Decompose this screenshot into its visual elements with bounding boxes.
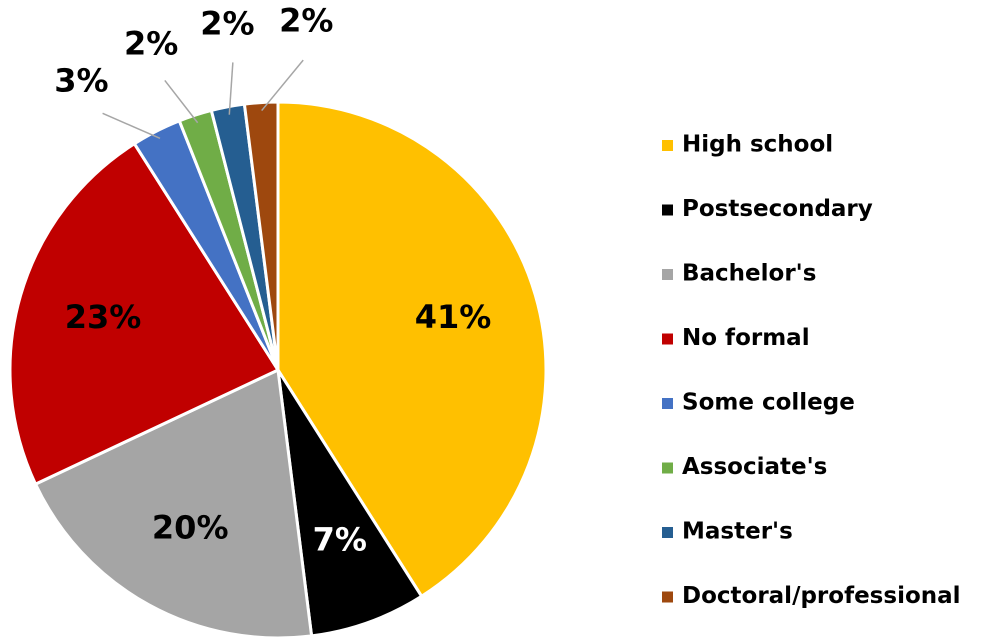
legend-swatch: [662, 204, 673, 216]
data-label: 41%: [415, 298, 492, 336]
legend-label: Master's: [682, 519, 793, 545]
legend-label: Postsecondary: [682, 196, 873, 222]
leader-line: [164, 79, 199, 124]
legend-label: High school: [682, 132, 833, 158]
legend-swatch: [662, 527, 673, 538]
data-label: 23%: [65, 298, 142, 336]
data-label: 3%: [54, 61, 108, 99]
data-label: 7%: [313, 520, 367, 558]
legend-swatch: [662, 398, 673, 409]
legend-label: No formal: [682, 325, 810, 351]
legend-swatch: [662, 269, 673, 280]
legend-label: Bachelor's: [682, 261, 816, 287]
data-label: 20%: [152, 509, 229, 547]
legend-swatch: [662, 333, 673, 345]
data-label: 2%: [200, 4, 254, 42]
legend-label: Some college: [682, 390, 855, 416]
pie-slice: [8, 141, 281, 487]
legend-label: Associate's: [682, 454, 827, 480]
legend-swatch: [662, 140, 673, 151]
legend-swatch: [662, 591, 673, 603]
pie-slice: [242, 100, 280, 371]
leader-line: [228, 62, 234, 115]
legend-label: Doctoral/professional: [682, 583, 961, 609]
pie-slice: [276, 100, 548, 599]
data-label: 2%: [279, 2, 333, 40]
legend-swatch: [662, 462, 673, 474]
leader-line: [261, 59, 304, 112]
leader-line: [102, 112, 161, 140]
pie-slice: [276, 369, 424, 638]
data-label: 2%: [124, 25, 178, 63]
